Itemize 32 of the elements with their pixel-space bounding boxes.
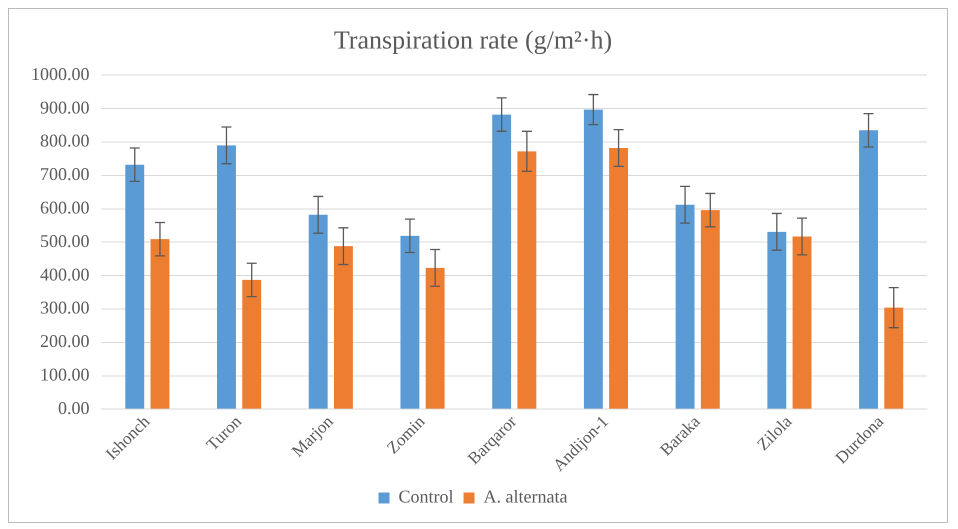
bar [217, 145, 236, 409]
y-tick-label: 300.00 [40, 298, 90, 318]
bar [242, 280, 262, 409]
legend-label: Control [398, 486, 454, 507]
bar [308, 214, 328, 409]
bar [676, 204, 695, 409]
y-tick-label: 100.00 [40, 364, 90, 384]
bar [609, 148, 628, 409]
bar [767, 232, 786, 409]
y-tick-label: 500.00 [40, 230, 90, 251]
bar [400, 236, 420, 409]
bar [584, 110, 603, 409]
y-tick-label: 600.00 [40, 198, 90, 218]
bar [426, 268, 445, 409]
bar [517, 151, 536, 409]
y-tick-label: 200.00 [40, 331, 90, 352]
bar [859, 130, 878, 409]
bar [150, 239, 170, 409]
y-tick-label: 900.00 [40, 97, 90, 118]
y-tick-label: 700.00 [40, 164, 90, 184]
bar [334, 246, 353, 409]
legend-label: A. alternata [484, 486, 568, 507]
bar [492, 114, 512, 409]
chart-title: Transpiration rate (g/m²·h) [334, 25, 612, 54]
y-tick-label: 0.00 [58, 398, 90, 418]
y-tick-label: 800.00 [40, 130, 90, 151]
bar [792, 236, 812, 409]
y-tick-label: 1000.00 [31, 64, 90, 84]
bar [700, 210, 720, 409]
bar [884, 308, 904, 409]
bar [125, 164, 144, 409]
y-tick-label: 400.00 [40, 264, 90, 284]
